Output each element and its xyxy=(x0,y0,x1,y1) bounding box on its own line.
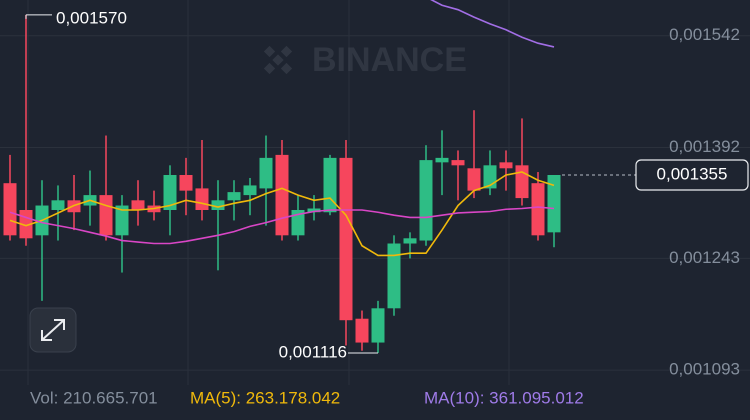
candle-body xyxy=(403,238,417,244)
footer-item: MA(10): 361.095.012 xyxy=(424,388,584,407)
candle-body xyxy=(307,208,321,213)
expand-button[interactable] xyxy=(29,307,77,353)
y-tick-label: 0,001542 xyxy=(669,25,740,44)
max-annotation: 0,001570 xyxy=(56,8,127,27)
candle-body xyxy=(259,157,273,189)
last-price-label: 0,001355 xyxy=(657,164,728,183)
candle-body xyxy=(195,188,209,210)
footer-item: Vol: 210.665.701 xyxy=(30,388,158,407)
footer-item: MA(5): 263.178.042 xyxy=(190,388,340,407)
grid xyxy=(0,35,750,371)
candle-body xyxy=(355,318,369,343)
candle-body xyxy=(547,175,561,233)
candle-body xyxy=(211,200,225,210)
candle-body xyxy=(3,183,17,236)
ma-line xyxy=(9,206,555,245)
last-price-box xyxy=(635,159,749,191)
candle-body xyxy=(291,210,305,236)
candle-body xyxy=(99,195,113,236)
candle-body xyxy=(435,157,449,163)
candles xyxy=(3,14,561,353)
candle-body xyxy=(499,162,513,169)
candle-body xyxy=(419,160,433,241)
y-tick-label: 0,001392 xyxy=(669,137,740,156)
candle-body xyxy=(515,165,529,199)
min-annotation: 0,001116 xyxy=(279,342,347,361)
candle-body xyxy=(371,308,385,343)
candle-body xyxy=(387,243,401,309)
y-tick-label: 0,001093 xyxy=(669,360,740,379)
candle-body xyxy=(339,157,353,321)
candle-body xyxy=(467,168,481,191)
y-tick-label: 0,001243 xyxy=(669,248,740,267)
candle-body xyxy=(131,200,145,210)
expand-icon[interactable] xyxy=(41,319,65,341)
watermark-text: BINANCE xyxy=(312,41,467,79)
ma-line xyxy=(9,171,555,257)
candle-body xyxy=(227,192,241,201)
candle-body xyxy=(179,175,193,191)
candle-body xyxy=(51,200,65,210)
candle-body xyxy=(163,175,177,210)
ma-lines xyxy=(9,0,555,257)
candle-body xyxy=(531,183,545,236)
ma-line xyxy=(430,0,555,48)
max-annotation-line xyxy=(25,14,52,19)
candle-body xyxy=(115,205,129,236)
labels: 0,001542 0,001392 0,001243 0,001093 0,001570… xyxy=(25,8,749,407)
candle-body xyxy=(243,185,257,196)
candle-body xyxy=(275,154,289,236)
candle-body xyxy=(451,160,465,166)
